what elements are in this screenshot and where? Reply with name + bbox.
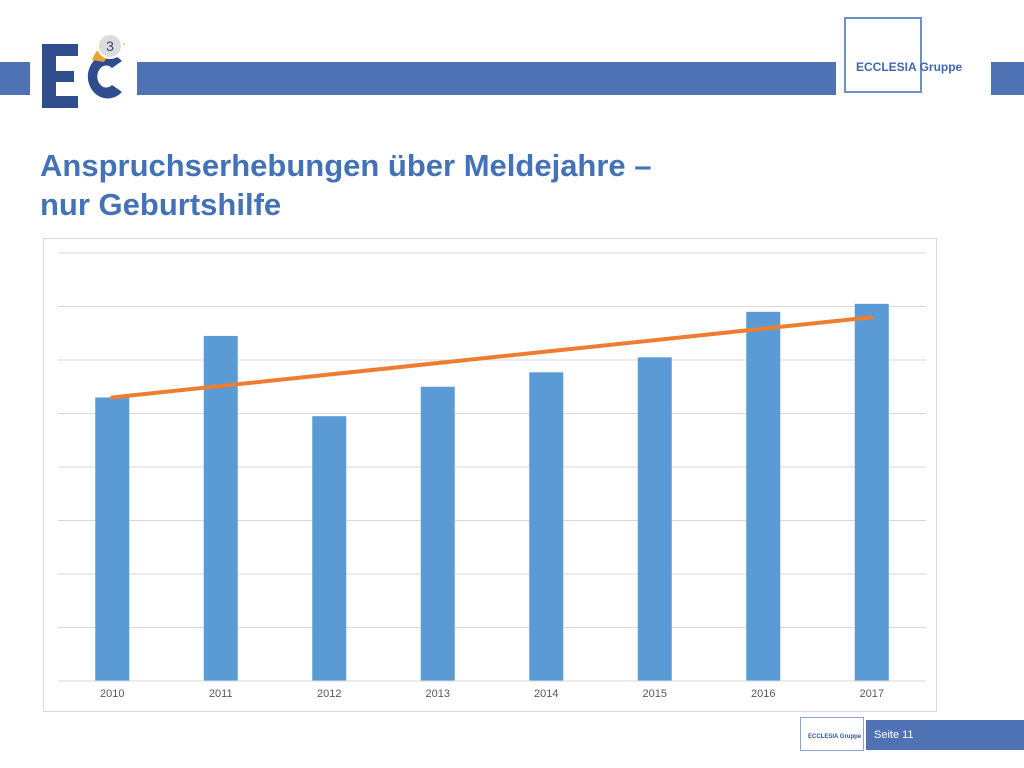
ec-logo: 3 bbox=[42, 33, 126, 108]
header-band-center bbox=[137, 62, 836, 95]
header-band-right bbox=[991, 62, 1024, 95]
footer-brand-box bbox=[800, 717, 864, 751]
bar-2017 bbox=[854, 303, 889, 681]
footer-bar bbox=[866, 720, 1024, 750]
x-tick-label-2012: 2012 bbox=[317, 688, 341, 700]
brand-label: ECCLESIA Gruppe bbox=[856, 60, 963, 74]
logo-badge-circle bbox=[97, 33, 123, 59]
x-tick-label-2013: 2013 bbox=[426, 688, 450, 700]
bar-2012 bbox=[312, 416, 347, 681]
brand-box bbox=[844, 17, 922, 93]
page-number: Seite 11 bbox=[874, 729, 914, 741]
bar-2011 bbox=[203, 335, 238, 681]
bar-2014 bbox=[529, 372, 564, 681]
x-tick-label-2015: 2015 bbox=[643, 688, 667, 700]
logo-letter-e bbox=[42, 44, 78, 108]
footer-brand-label: ECCLESIA Gruppe bbox=[808, 734, 862, 740]
bar-chart: 2010 2011 2012 2013 2014 2015 2016 2017 bbox=[58, 252, 926, 700]
logo-badge-number: 3 bbox=[106, 38, 114, 54]
bar-2015 bbox=[637, 357, 672, 681]
slide-title-line-1: Anspruchserhebungen über Meldejahre – bbox=[40, 148, 652, 183]
slide-title-line-2: nur Geburtshilfe bbox=[40, 187, 282, 222]
x-tick-label-2011: 2011 bbox=[209, 688, 233, 700]
trend-line bbox=[110, 315, 874, 400]
logo-letter-c bbox=[87, 54, 122, 99]
x-tick-label-2016: 2016 bbox=[751, 688, 775, 700]
slide-title: Anspruchserhebungen über Meldejahre – nu… bbox=[40, 146, 920, 224]
x-tick-label-2017: 2017 bbox=[860, 688, 884, 700]
bar-2010 bbox=[95, 397, 130, 681]
bar-2016 bbox=[746, 311, 781, 681]
bar-2013 bbox=[420, 386, 455, 681]
x-tick-label-2010: 2010 bbox=[100, 688, 124, 700]
x-tick-label-2014: 2014 bbox=[534, 688, 558, 700]
chart-frame: 2010 2011 2012 2013 2014 2015 2016 2017 bbox=[43, 238, 937, 712]
header-band-left bbox=[0, 62, 30, 95]
